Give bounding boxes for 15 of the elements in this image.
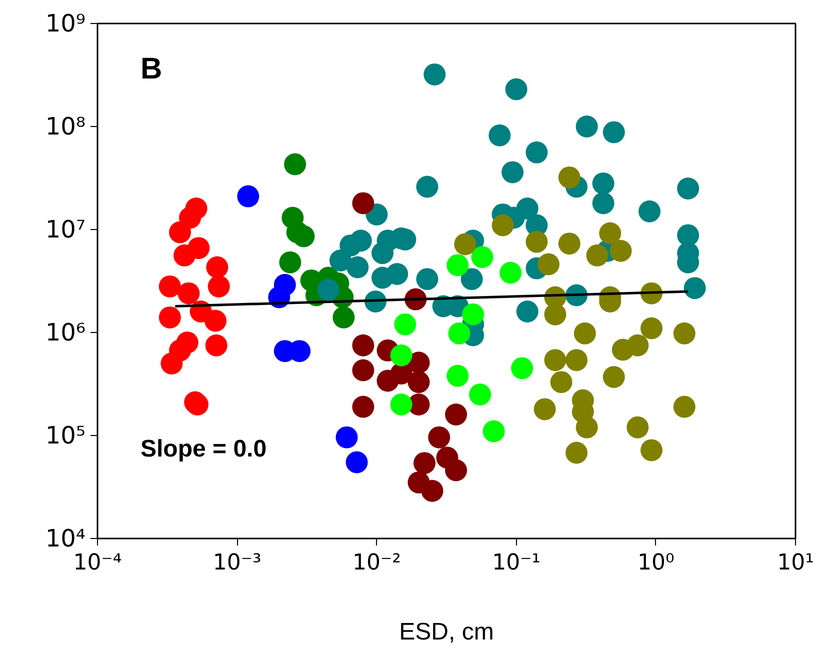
x-tick-label: 10⁻² xyxy=(352,550,401,576)
y-tick-label: 10⁷ xyxy=(45,216,86,244)
x-tick-label: 10⁰ xyxy=(637,550,674,576)
x-tick-label: 10¹ xyxy=(777,550,814,576)
annotation: Slope = 0.0 xyxy=(140,436,267,462)
y-tick-label: 10⁴ xyxy=(45,524,86,552)
y-tick-label: 10⁵ xyxy=(45,422,86,450)
x-tick-label: 10⁻¹ xyxy=(492,550,541,576)
x-tick-label: 10⁻³ xyxy=(212,550,262,576)
y-tick-label: 10⁶ xyxy=(45,318,86,346)
x-axis-title: ESD, cm xyxy=(399,618,494,646)
text: B xyxy=(140,52,162,86)
y-tick-label: 10⁹ xyxy=(45,10,86,38)
y-tick-label: 10⁸ xyxy=(45,112,86,140)
x-tick-label: 10⁻⁴ xyxy=(73,550,122,576)
